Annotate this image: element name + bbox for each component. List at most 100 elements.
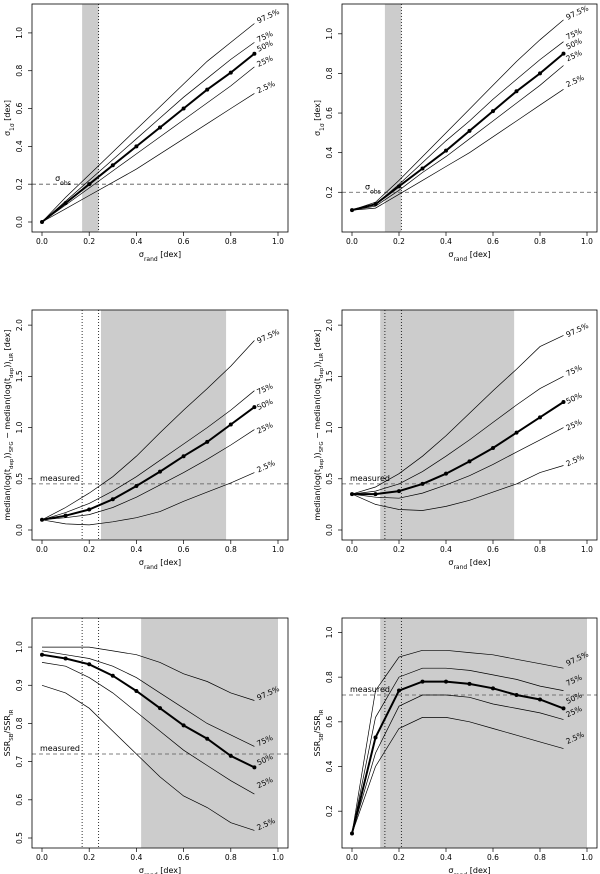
series-line-50pct	[41, 653, 255, 769]
median-point	[158, 706, 162, 711]
x-tick-label: 1.0	[272, 237, 284, 246]
x-tick-label: 0.8	[225, 545, 237, 554]
median-point	[110, 673, 115, 678]
y-tick-label: 0.2	[325, 805, 334, 817]
y-axis-label: SSRSB/SSRIR	[313, 709, 325, 756]
median-point	[134, 144, 139, 149]
median-point	[228, 70, 233, 75]
plot-frame	[341, 3, 598, 233]
x-tick-label: 0.8	[534, 237, 546, 246]
y-tick-label: 1.0	[15, 27, 24, 39]
median-point	[63, 656, 68, 661]
y-tick-label: 0.0	[325, 524, 334, 536]
x-tick-label: 0.4	[440, 853, 452, 862]
y-tick-label: 0.7	[15, 755, 24, 767]
shaded-region	[101, 310, 227, 540]
series-line-75pct	[351, 41, 564, 211]
series-line-25pct	[351, 65, 564, 211]
reference-label: σobs	[365, 182, 381, 195]
median-point	[63, 201, 68, 206]
median-point	[205, 439, 210, 444]
shaded-region	[380, 310, 515, 540]
median-point	[181, 106, 186, 111]
median-point	[350, 831, 354, 836]
y-axis-label: SSRSB/SSRIR	[3, 709, 15, 756]
x-tick-label: 1.0	[581, 853, 593, 862]
median-point	[514, 693, 519, 698]
y-tick-label: 0.0	[15, 216, 24, 228]
x-tick-label: 0.0	[36, 853, 48, 862]
series-label: 97.5%	[565, 4, 590, 22]
series-line-97_5pct	[351, 649, 564, 834]
x-tick-label: 0.2	[83, 853, 95, 862]
y-tick-label: 0.2	[15, 178, 24, 190]
median-point	[491, 686, 495, 691]
median-point	[561, 51, 566, 56]
series-line-50pct	[351, 680, 564, 834]
series-line-97_5pct	[351, 19, 564, 211]
x-tick-label: 0.2	[83, 545, 95, 554]
y-axis-label: median(log(tdep))SFG − median(log(tdep))…	[3, 330, 15, 521]
median-point	[252, 765, 257, 770]
series-line-97_5pct	[41, 340, 255, 521]
y-tick-label: 2.0	[15, 319, 24, 331]
reference-label: measured	[40, 474, 80, 483]
y-tick-label: 0.4	[15, 140, 24, 152]
median-point	[134, 689, 139, 693]
median-point	[252, 51, 257, 56]
median-point	[205, 87, 210, 92]
median-point	[40, 652, 44, 657]
series-label: 25%	[565, 417, 584, 432]
series-line-25pct	[41, 662, 255, 795]
series-line-50pct	[41, 406, 255, 521]
x-axis-label: σrand [dex]	[448, 558, 490, 571]
median-point	[561, 399, 566, 404]
x-tick-label: 0.0	[36, 545, 48, 554]
series-label: 50%	[565, 391, 584, 406]
median-point	[87, 507, 92, 512]
x-tick-label: 0.0	[36, 237, 48, 246]
median-point	[87, 662, 92, 667]
median-point	[491, 446, 495, 451]
y-tick-label: 0.5	[325, 473, 334, 485]
median-point	[350, 208, 354, 213]
series-label: 97.5%	[255, 7, 280, 25]
median-point	[373, 492, 378, 497]
x-tick-label: 0.4	[130, 545, 142, 554]
series-line-50pct	[352, 401, 565, 496]
median-point	[467, 681, 472, 686]
y-tick-label: 0.5	[15, 832, 24, 844]
x-tick-label: 0.0	[346, 853, 358, 862]
median-point	[110, 497, 115, 502]
series-line-2_5pct	[41, 684, 255, 831]
plot-frame	[341, 617, 598, 849]
series-line-2_5pct	[351, 89, 564, 211]
shaded-region	[141, 618, 278, 848]
series-label: 97.5%	[565, 321, 590, 339]
y-tick-label: 0.0	[15, 524, 24, 536]
reference-label: measured	[350, 685, 390, 694]
median-point	[181, 723, 186, 728]
x-axis-label: σrand [dex]	[448, 250, 490, 263]
x-tick-label: 0.6	[487, 545, 499, 554]
y-tick-label: 0.8	[325, 671, 334, 683]
y-tick-label: 1.5	[325, 370, 334, 382]
y-tick-label: 0.8	[325, 67, 334, 79]
y-tick-label: 0.8	[15, 717, 24, 729]
median-point	[420, 166, 425, 171]
median-point	[158, 469, 162, 474]
series-line-75pct	[351, 375, 564, 495]
y-tick-label: 1.0	[15, 421, 24, 433]
x-tick-label: 0.0	[346, 545, 358, 554]
x-tick-label: 0.4	[130, 237, 142, 246]
series-line-75pct	[41, 42, 255, 223]
x-axis-label: σrand [dex]	[448, 866, 490, 874]
median-point	[444, 148, 448, 153]
x-axis-label: σrand [dex]	[139, 250, 181, 263]
y-tick-label: 0.6	[15, 102, 24, 114]
series-label: 50%	[255, 397, 274, 412]
median-point	[397, 184, 401, 189]
y-tick-label: 0.4	[325, 146, 334, 158]
x-tick-label: 0.6	[487, 853, 499, 862]
